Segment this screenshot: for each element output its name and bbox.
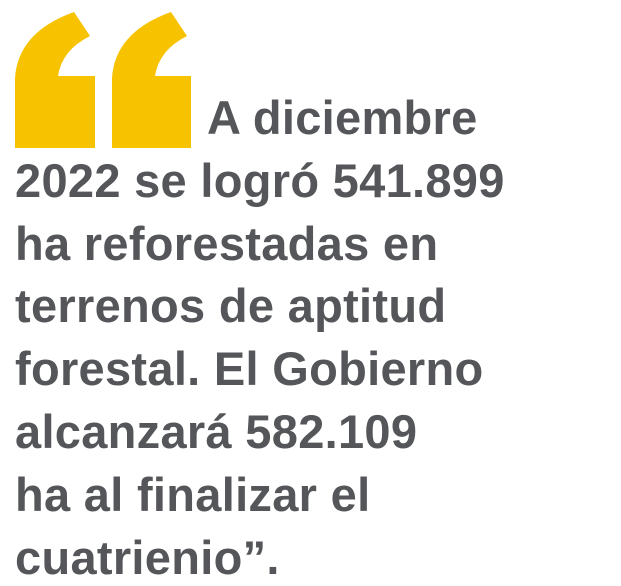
quote-line: cuatrienio”. (15, 530, 280, 584)
quote-line: A diciembre (207, 91, 478, 144)
quote-mark (15, 12, 95, 148)
quote-line: 2022 se logró 541.899 (15, 153, 505, 207)
quote-line: alcanzará 582.109 (15, 405, 418, 458)
quote-line: terrenos de aptitud (15, 279, 447, 333)
quote-line: ha al finalizar el (15, 467, 371, 521)
quote-line: forestal. El Gobierno (15, 342, 484, 396)
quote-line: ha reforestadas en (15, 216, 439, 270)
quote-mark (112, 12, 191, 148)
